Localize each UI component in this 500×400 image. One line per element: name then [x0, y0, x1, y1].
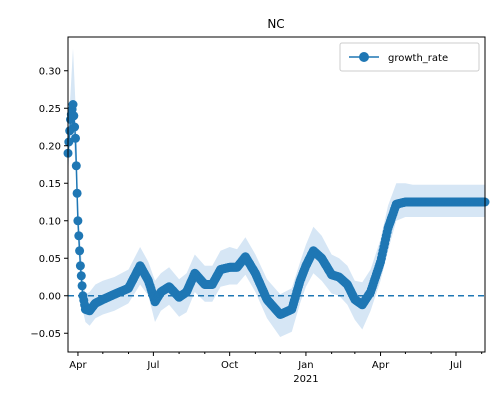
data-point: [75, 246, 85, 256]
plot-area: −0.05 0.00 0.05 0.10 0.15 0.20 0.25 0.30 Apr Jul O…: [30, 36, 490, 385]
y-tick-label: 0.05: [39, 254, 61, 265]
legend: growth_rate: [339, 42, 480, 72]
x-year-label: 2021: [293, 374, 318, 385]
chart-title: NC: [267, 17, 284, 31]
data-point: [69, 111, 79, 121]
y-tick-label: −0.05: [30, 329, 61, 340]
y-tick-label: 0.15: [39, 179, 61, 190]
y-tick-label: 0.20: [39, 141, 61, 152]
data-point: [71, 161, 81, 171]
x-tick-label: Apr: [372, 360, 390, 371]
data-point: [68, 100, 78, 109]
x-tick-label: Jul: [449, 360, 462, 371]
data-point: [76, 271, 86, 281]
data-point: [70, 122, 80, 132]
legend-box: [339, 42, 480, 72]
y-tick-label: 0.00: [39, 291, 61, 302]
confidence-band: [68, 48, 485, 337]
data-point: [75, 261, 85, 271]
x-tick-label: Apr: [69, 360, 87, 371]
data-point: [73, 216, 83, 226]
data-point: [77, 281, 87, 291]
data-point: [64, 137, 74, 147]
x-tick-label: Oct: [221, 360, 238, 371]
data-point: [74, 231, 84, 241]
legend-marker: [359, 52, 369, 62]
x-tick-label: Jan: [297, 360, 313, 371]
legend-label: growth_rate: [388, 53, 448, 64]
x-tick-label: Jul: [146, 360, 159, 371]
data-point: [71, 133, 80, 143]
y-tick-label: 0.10: [39, 216, 61, 227]
y-tick-label: 0.25: [39, 104, 61, 115]
axes-frame: [67, 36, 486, 353]
y-tick-label: 0.30: [39, 66, 61, 77]
data-point: [72, 188, 82, 198]
